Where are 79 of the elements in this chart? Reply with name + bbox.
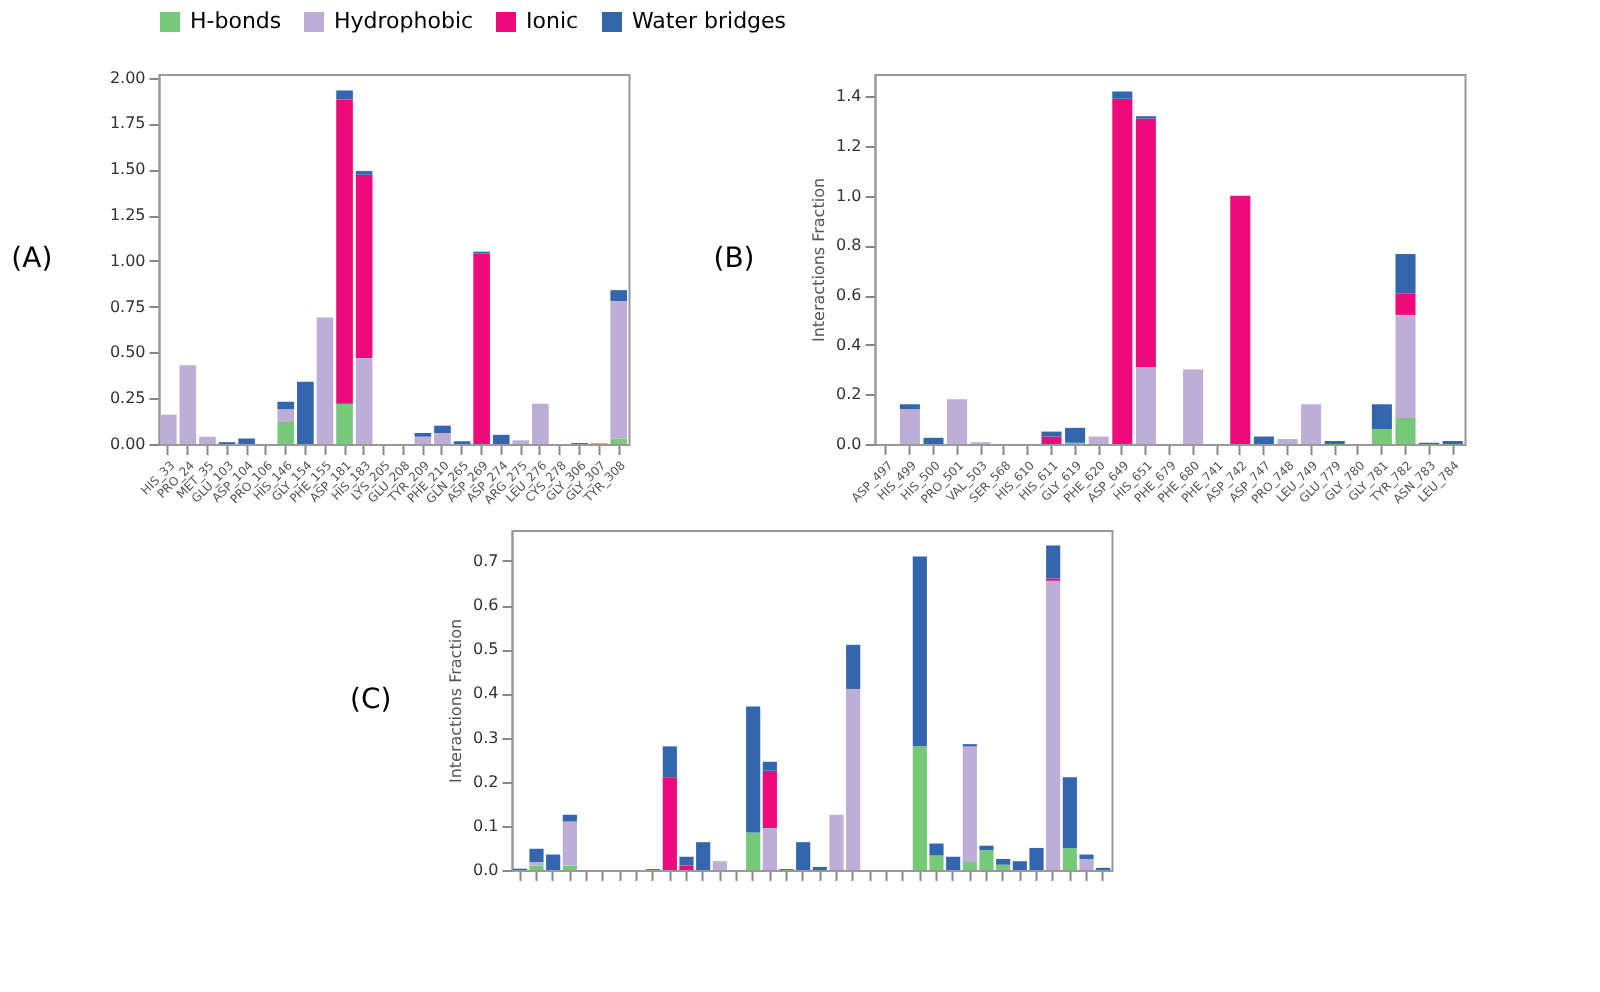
bar: [336, 403, 353, 444]
y-tick-label: 1.75: [109, 114, 146, 133]
y-tick-label: 0.5: [473, 640, 499, 659]
bar: [946, 856, 961, 870]
bar: [1079, 858, 1094, 870]
bar: [1088, 436, 1109, 444]
bar: [473, 253, 490, 444]
bar: [1062, 777, 1077, 848]
bar: [1041, 436, 1062, 444]
y-tick-label: 0.0: [473, 861, 499, 879]
bar: [434, 425, 451, 434]
bar: [316, 317, 334, 444]
bar: [929, 843, 944, 856]
y-tick-label: 0.4: [473, 684, 499, 703]
legend-label: Hydrophobic: [334, 8, 474, 34]
bar: [712, 861, 727, 870]
legend-label: Water bridges: [632, 8, 787, 34]
legend-label: H-bonds: [190, 8, 282, 34]
y-tick-label: 0.3: [473, 728, 499, 747]
text: (B): [713, 243, 755, 275]
legend-label: Ionic: [526, 8, 579, 34]
bar: [1395, 314, 1416, 418]
bar: [1112, 91, 1133, 99]
bar: [962, 746, 977, 863]
bar: [562, 821, 577, 866]
bar: [762, 770, 777, 829]
bar: [1046, 545, 1061, 579]
y-tick-label: 0.2: [473, 772, 499, 791]
y-tick-label: 0.8: [836, 236, 862, 255]
y-tick-label: 0.75: [109, 297, 146, 316]
bar: [1395, 293, 1416, 315]
y-axis-title: Interactions Fraction: [810, 177, 829, 343]
y-tick-label: 1.2: [836, 137, 862, 156]
bar: [610, 290, 628, 302]
bar: [1046, 580, 1061, 870]
y-tick-label: 1.00: [109, 251, 146, 270]
y-tick-label: 0.6: [836, 286, 862, 305]
y-tick-label: 0.7: [473, 551, 499, 570]
bar: [912, 556, 927, 747]
bar: [947, 399, 968, 444]
bar: [662, 746, 677, 778]
bar: [355, 357, 373, 444]
bar: [1395, 254, 1416, 294]
bar: [846, 644, 861, 689]
bar: [979, 845, 994, 851]
bar: [492, 434, 510, 444]
text: (C): [349, 684, 392, 716]
text: (A): [11, 243, 53, 275]
y-tick-label: 0.0: [836, 435, 862, 453]
y-tick-label: 1.4: [836, 87, 862, 106]
y-axis-title: Interactions Fraction: [447, 618, 466, 784]
bar: [1112, 98, 1133, 444]
y-tick-label: 0.50: [109, 343, 146, 362]
y-tick-label: 0.1: [473, 816, 499, 835]
y-tick-label: 0.2: [836, 385, 862, 404]
bar: [277, 409, 295, 423]
bar: [923, 437, 944, 444]
bar: [1230, 195, 1251, 444]
y-tick-label: 0.25: [109, 389, 146, 408]
y-tick-label: 0.4: [836, 335, 862, 354]
y-tick-label: 1.50: [109, 160, 146, 179]
y-tick-label: 1.0: [836, 186, 862, 205]
bar: [277, 422, 295, 444]
y-tick-label: 0.00: [109, 435, 146, 453]
y-tick-label: 2.00: [109, 68, 146, 87]
bar: [1135, 367, 1156, 444]
bar: [1135, 118, 1156, 368]
bar: [1371, 404, 1392, 430]
bar: [899, 409, 920, 444]
bar: [762, 828, 777, 870]
y-tick-label: 1.25: [109, 206, 146, 225]
y-tick-label: 0.6: [473, 596, 499, 615]
bar: [1253, 436, 1274, 444]
bar: [336, 90, 353, 100]
bar: [610, 301, 628, 439]
bar: [899, 404, 920, 410]
bar: [746, 832, 761, 870]
bar: [1062, 847, 1077, 870]
bar: [1183, 369, 1204, 444]
